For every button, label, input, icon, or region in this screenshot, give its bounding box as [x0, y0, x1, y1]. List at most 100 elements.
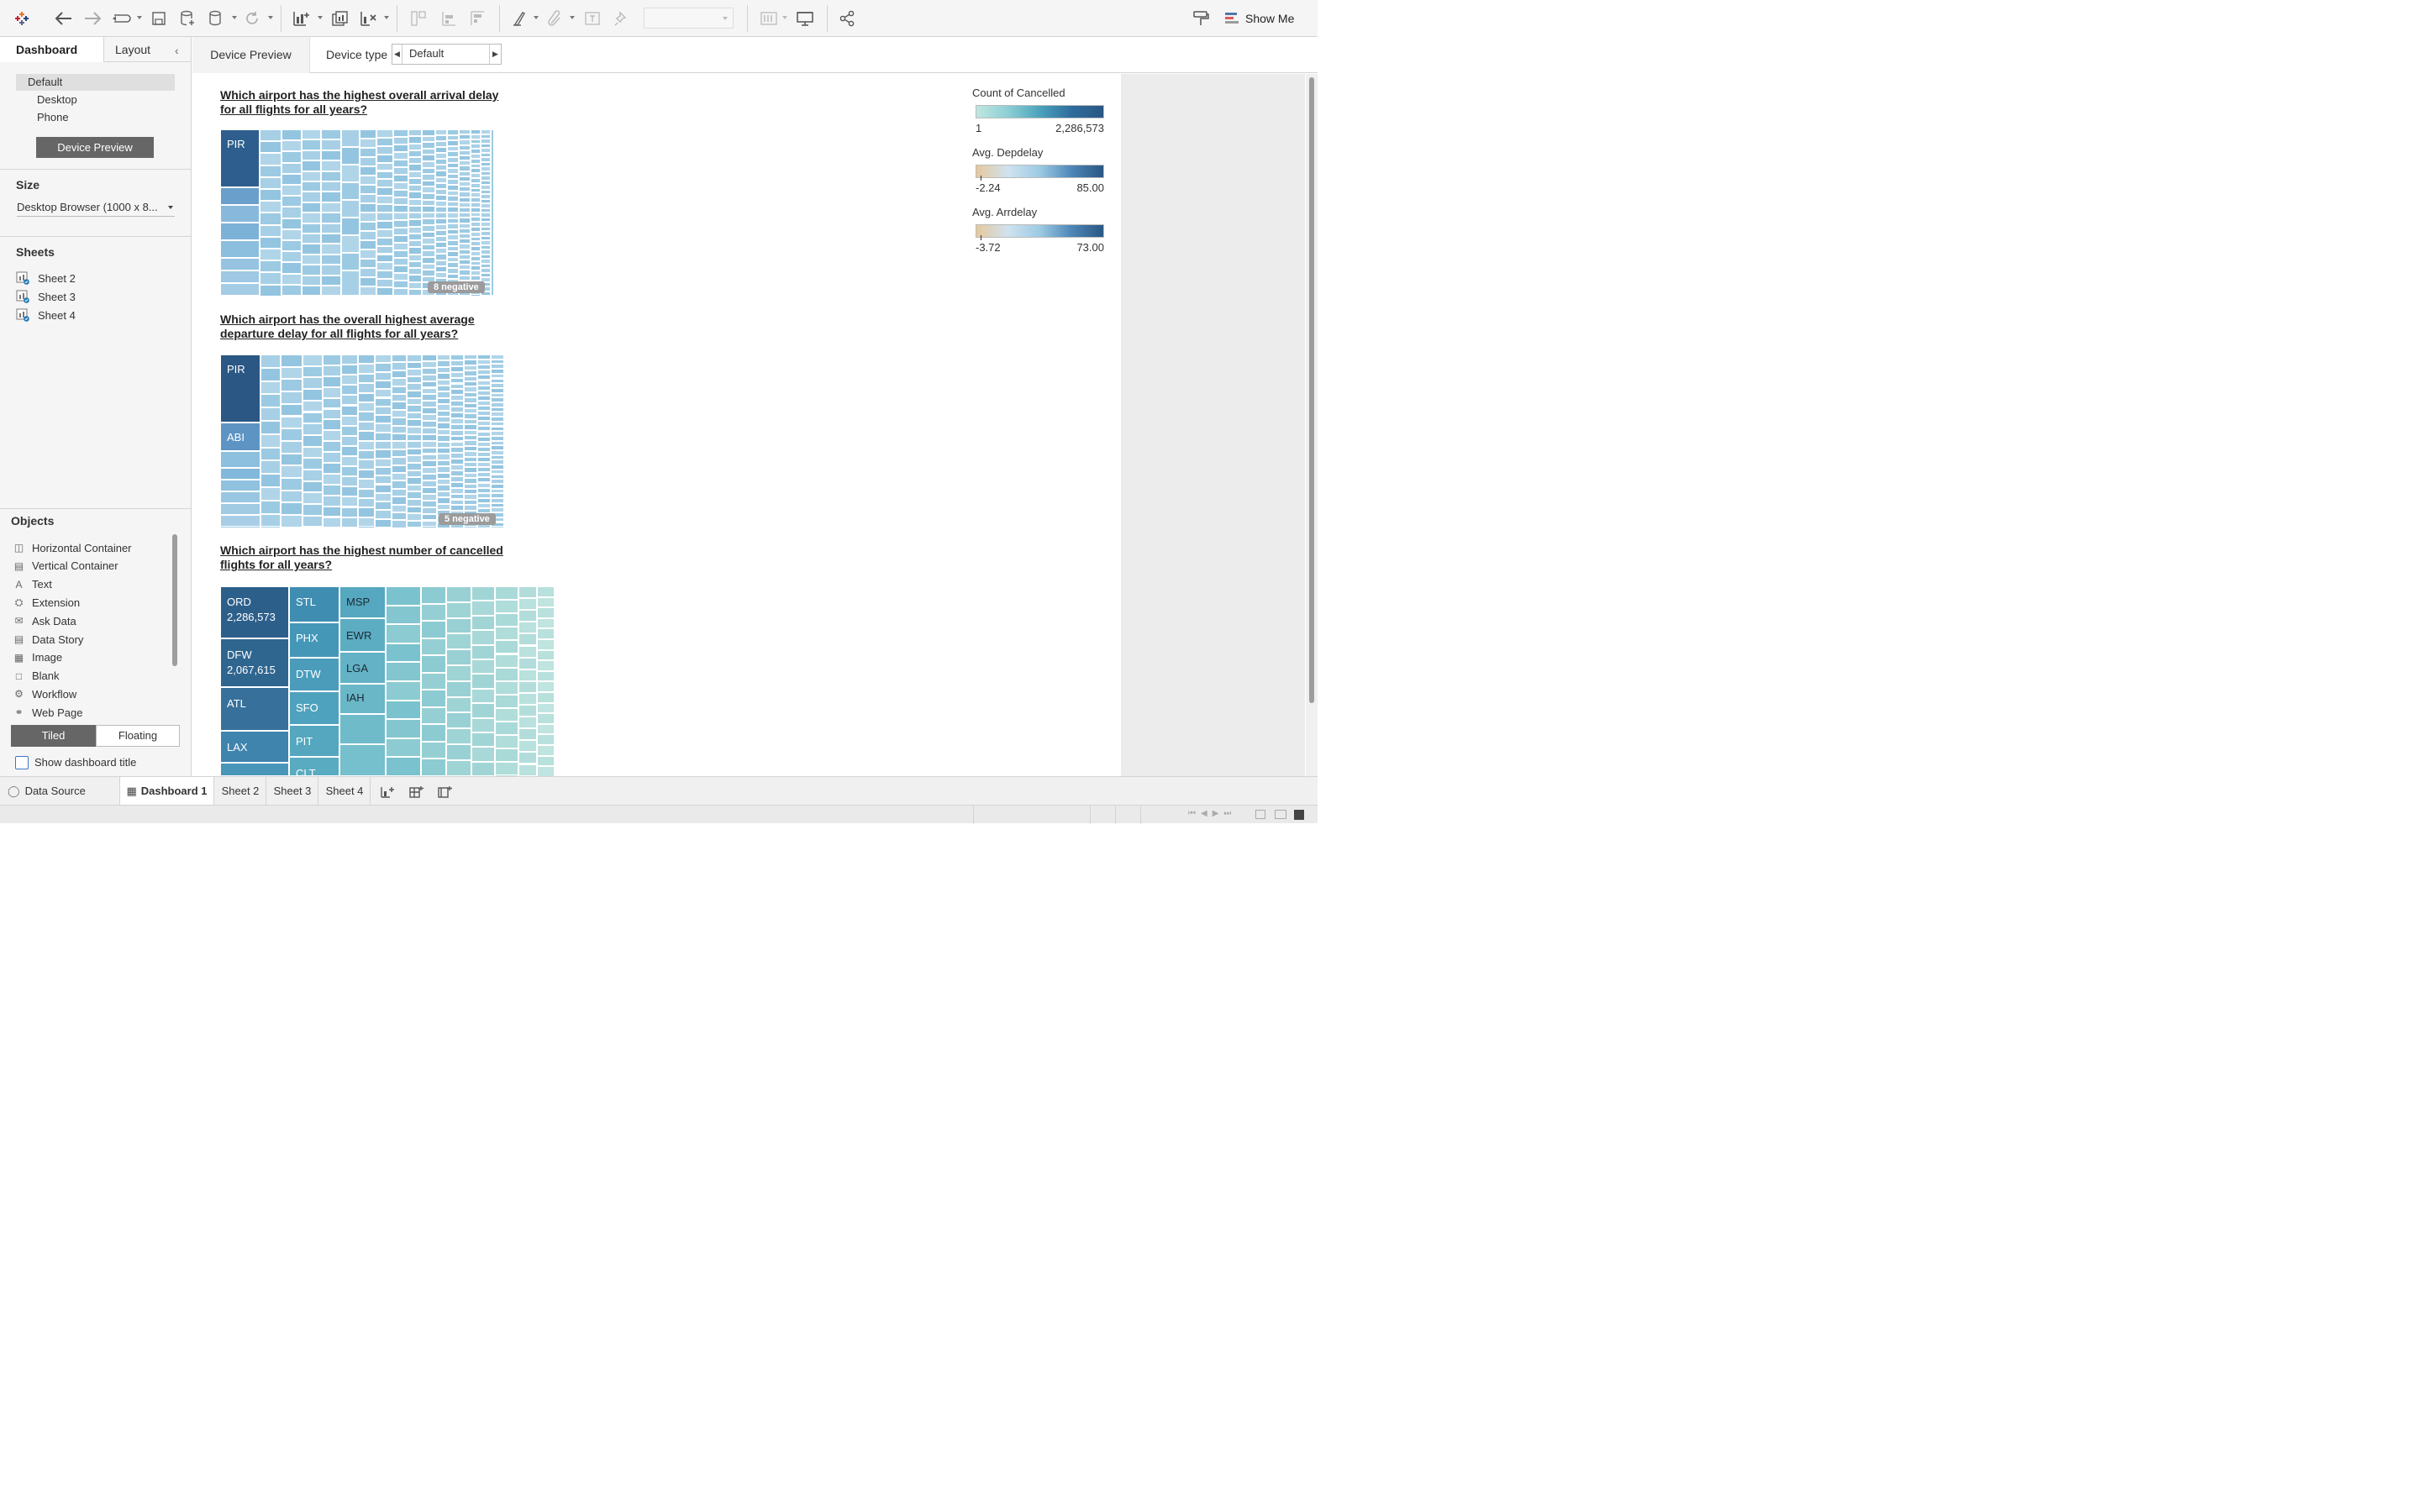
treemap-cell[interactable] [281, 140, 302, 152]
treemap-cell[interactable] [392, 441, 407, 449]
treemap-cell[interactable] [408, 240, 422, 248]
treemap-cell[interactable] [392, 512, 407, 521]
chevron-down-icon[interactable] [782, 16, 787, 19]
treemap-cell[interactable] [450, 447, 464, 454]
treemap-cell[interactable] [435, 194, 447, 201]
treemap-cell[interactable] [421, 741, 446, 759]
treemap-cell[interactable] [435, 218, 447, 225]
treemap-cell[interactable] [260, 176, 281, 189]
treemap-cell[interactable] [471, 236, 481, 242]
treemap-cell[interactable] [302, 389, 323, 401]
treemap-cell[interactable] [302, 223, 321, 234]
treemap-cell[interactable] [302, 254, 321, 265]
treemap-cell[interactable] [422, 407, 437, 415]
treemap-cell[interactable] [437, 354, 450, 361]
treemap-cell[interactable] [437, 491, 450, 498]
treemap-cell[interactable] [537, 755, 555, 767]
treemap-cell[interactable] [220, 258, 260, 270]
treemap-cell[interactable] [471, 217, 481, 223]
treemap-cell[interactable] [471, 197, 481, 202]
treemap-cell[interactable] [375, 458, 392, 467]
treemap-cell[interactable] [392, 457, 407, 465]
treemap-cell[interactable] [481, 286, 491, 291]
treemap-cell[interactable] [481, 272, 491, 277]
treemap-cell[interactable] [450, 417, 464, 424]
treemap-cell[interactable] [407, 484, 422, 492]
tableau-logo-icon[interactable] [10, 5, 34, 32]
treemap-cell[interactable] [447, 185, 459, 191]
treemap-cell[interactable] [339, 618, 386, 652]
treemap-cell[interactable] [471, 761, 495, 776]
treemap-cell[interactable] [495, 748, 518, 763]
treemap-cell[interactable] [408, 260, 422, 268]
treemap-cell[interactable] [407, 441, 422, 449]
treemap-cell[interactable] [537, 734, 555, 745]
treemap-cell[interactable] [422, 276, 435, 283]
treemap-cell[interactable] [321, 160, 341, 171]
treemap-cell[interactable] [421, 586, 446, 604]
treemap-cell[interactable] [260, 201, 281, 213]
treemap-cell[interactable] [435, 242, 447, 249]
treemap-cell[interactable] [220, 354, 260, 423]
treemap-cell[interactable] [437, 366, 450, 374]
treemap-cell[interactable] [407, 405, 422, 412]
treemap-cell[interactable] [323, 408, 341, 420]
treemap-cell[interactable] [518, 669, 537, 681]
treemap-cell[interactable] [302, 377, 323, 390]
treemap-cell[interactable] [220, 283, 260, 296]
treemap-cell[interactable] [450, 522, 464, 528]
treemap-cell[interactable] [437, 428, 450, 436]
treemap-cell[interactable] [281, 366, 302, 380]
treemap-cell[interactable] [281, 185, 302, 197]
treemap-cell[interactable] [260, 272, 281, 285]
treemap-cell[interactable] [321, 223, 341, 234]
treemap-cell[interactable] [437, 397, 450, 405]
treemap-cell[interactable] [518, 645, 537, 658]
legend-color-ramp[interactable] [976, 224, 1104, 238]
treemap-cell[interactable] [323, 473, 341, 485]
tabs-view-icon[interactable] [1294, 810, 1304, 820]
treemap-cell[interactable] [386, 662, 421, 681]
treemap-cell[interactable] [435, 147, 447, 154]
treemap-cell[interactable] [459, 186, 471, 192]
treemap-cell[interactable] [459, 254, 471, 260]
treemap-cell[interactable] [422, 374, 437, 381]
treemap-cell[interactable] [422, 480, 437, 487]
treemap-cell[interactable] [447, 218, 459, 224]
treemap-cell[interactable] [392, 402, 407, 410]
treemap-cell[interactable] [407, 455, 422, 463]
treemap-cell[interactable] [481, 235, 491, 240]
treemap-cell[interactable] [481, 152, 491, 157]
treemap-cell[interactable] [358, 469, 375, 480]
treemap-cell[interactable] [341, 445, 358, 456]
treemap-cell[interactable] [408, 281, 422, 289]
treemap-cell[interactable] [341, 365, 358, 375]
treemap-cell[interactable] [459, 218, 471, 223]
data-source-tab[interactable]: ◯ Data Source [8, 777, 86, 805]
treemap-cell[interactable] [358, 517, 375, 528]
treemap-cell[interactable] [376, 262, 393, 271]
treemap-cell[interactable] [281, 515, 302, 528]
treemap-cell[interactable] [491, 407, 504, 412]
treemap-cell[interactable] [341, 385, 358, 396]
treemap-cell[interactable] [392, 496, 407, 505]
treemap-cell[interactable] [481, 194, 491, 199]
treemap-cell[interactable] [446, 601, 471, 618]
treemap-cell[interactable] [464, 483, 477, 489]
treemap-cell[interactable] [437, 404, 450, 411]
treemap-cell[interactable] [481, 244, 491, 249]
treemap-cell[interactable] [407, 433, 422, 442]
treemap-cell[interactable] [518, 622, 537, 634]
arrival-delay-treemap[interactable]: PIR [220, 129, 494, 296]
treemap-cell[interactable] [408, 185, 422, 192]
treemap-cell[interactable] [260, 284, 281, 296]
treemap-cell[interactable] [477, 462, 491, 468]
treemap-cell[interactable] [459, 207, 471, 213]
treemap-cell[interactable] [260, 513, 281, 528]
treemap-cell[interactable] [260, 224, 281, 237]
treemap-cell[interactable] [407, 375, 422, 384]
treemap-cell[interactable] [360, 148, 376, 157]
treemap-cell[interactable] [471, 168, 481, 174]
treemap-cell[interactable] [341, 415, 358, 426]
treemap-cell[interactable] [491, 507, 504, 513]
